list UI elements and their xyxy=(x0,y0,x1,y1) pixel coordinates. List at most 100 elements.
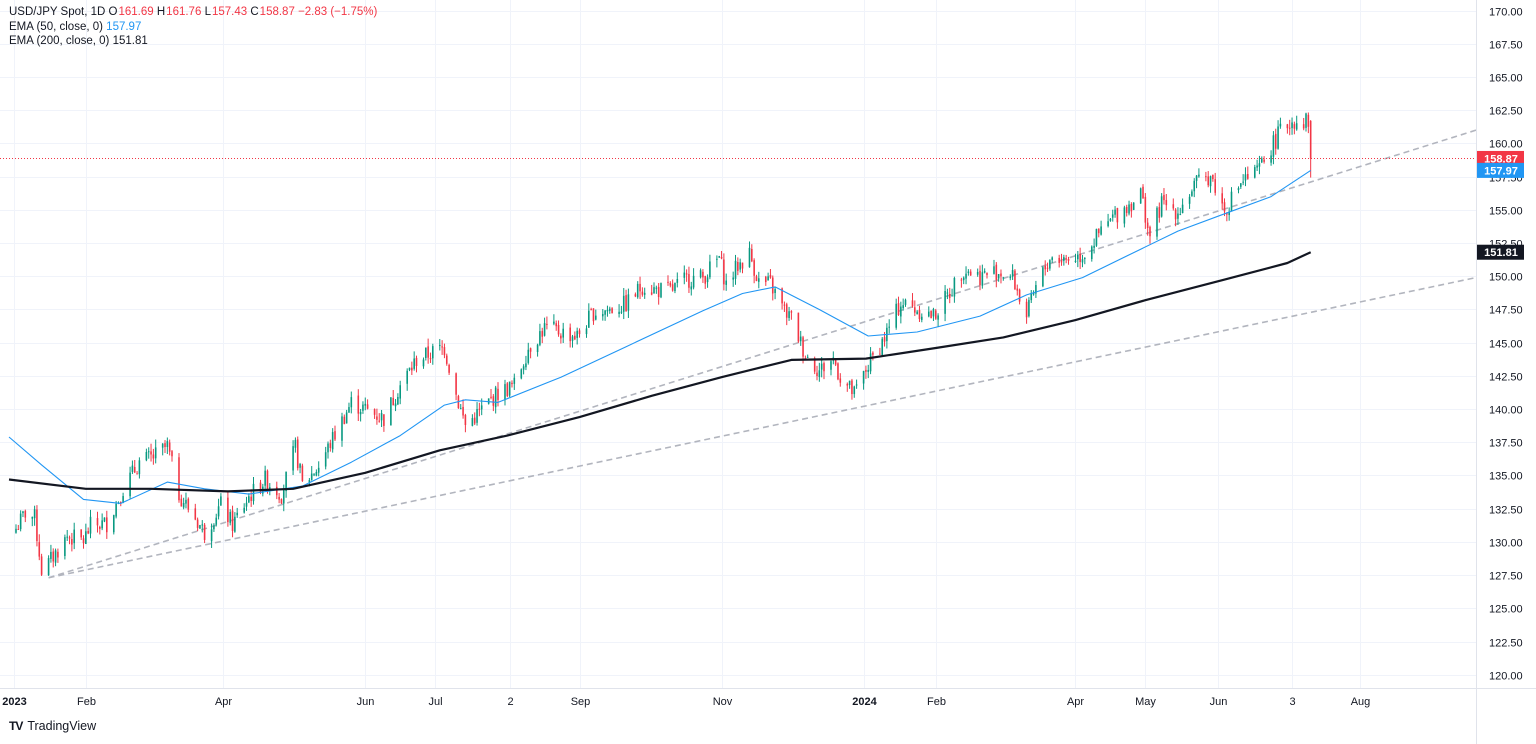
candle-body xyxy=(264,470,266,486)
candle-body xyxy=(294,439,297,448)
candle-body xyxy=(471,418,474,426)
candle-body xyxy=(1256,165,1258,168)
candle-body xyxy=(178,457,180,501)
price-label-text: 151.81 xyxy=(1484,247,1518,259)
candle-body xyxy=(278,496,280,500)
candle xyxy=(1205,171,1207,182)
candle-body xyxy=(136,473,138,475)
x-tick-label: Jul xyxy=(428,696,442,708)
candle xyxy=(916,310,918,315)
candle-body xyxy=(122,496,124,504)
candle-body xyxy=(36,509,38,542)
candle-body xyxy=(406,370,408,384)
candle xyxy=(432,343,434,365)
candle xyxy=(674,282,676,294)
candle-body xyxy=(918,309,921,320)
candle-body xyxy=(562,328,564,338)
candle-body xyxy=(1207,176,1210,186)
candle-body xyxy=(511,382,513,385)
candle-body xyxy=(1065,258,1067,260)
candle xyxy=(657,283,660,305)
candle xyxy=(683,265,686,285)
candle-body xyxy=(748,247,751,268)
candle-body xyxy=(916,311,918,315)
candle-body xyxy=(1030,293,1033,301)
candle-body xyxy=(718,256,721,258)
candle-body xyxy=(1279,123,1282,127)
candle-body xyxy=(1063,257,1065,261)
candle xyxy=(888,319,890,334)
tradingview-brand[interactable]: TV TradingView xyxy=(9,719,96,733)
symbol-label[interactable]: USD/JPY Spot, 1D xyxy=(9,6,106,18)
candle-body xyxy=(1049,260,1051,269)
candle-body xyxy=(867,369,870,372)
y-tick-label: 170.00 xyxy=(1489,7,1523,19)
candle-body xyxy=(944,291,946,314)
ema200-line xyxy=(8,251,1312,493)
candle xyxy=(1272,131,1275,165)
candle xyxy=(669,281,672,288)
candle-body xyxy=(215,517,218,525)
y-tick-label: 167.50 xyxy=(1489,40,1523,52)
candle xyxy=(89,509,92,539)
candle xyxy=(259,479,262,495)
candle xyxy=(867,364,870,379)
candle xyxy=(1160,193,1163,218)
y-tick-label: 120.00 xyxy=(1489,671,1523,683)
candle xyxy=(979,265,981,291)
legend-ohlc-row[interactable]: USD/JPY Spot, 1D O161.69 H161.76 L157.43… xyxy=(9,5,377,20)
change-value: −2.83 (−1.75%) xyxy=(298,6,378,18)
x-tick-label: May xyxy=(1135,696,1156,708)
candle xyxy=(1139,187,1142,204)
candle xyxy=(529,347,532,359)
candle-body xyxy=(1188,196,1191,204)
candle xyxy=(145,448,148,462)
candle-body xyxy=(112,515,115,533)
candle-body xyxy=(702,271,704,278)
legend-ema50-row[interactable]: EMA (50, close, 0) 157.97 xyxy=(9,20,377,35)
candle xyxy=(406,368,408,391)
candle-body xyxy=(187,498,190,510)
candle-body xyxy=(781,288,783,304)
candle xyxy=(937,313,939,328)
candle-body xyxy=(24,510,27,518)
candle xyxy=(438,338,441,351)
candle xyxy=(1051,256,1053,263)
candle xyxy=(71,532,73,552)
candle-body xyxy=(1095,228,1098,246)
candle xyxy=(82,535,85,549)
candle xyxy=(429,352,432,363)
candle-body xyxy=(1011,270,1014,277)
candle-body xyxy=(634,294,637,297)
candle xyxy=(1084,257,1086,265)
candle-body xyxy=(846,383,849,386)
candle xyxy=(718,255,721,258)
candle xyxy=(378,413,381,423)
candle-body xyxy=(1058,257,1060,263)
y-tick-label: 145.00 xyxy=(1489,339,1523,351)
candle xyxy=(690,281,693,296)
candle xyxy=(1111,209,1114,222)
candle-body xyxy=(161,443,164,448)
candle xyxy=(150,443,152,462)
candle-body xyxy=(248,496,250,503)
candle xyxy=(1244,167,1247,187)
candle-body xyxy=(506,383,509,397)
candle xyxy=(250,489,252,507)
candle-body xyxy=(1291,122,1293,129)
candle xyxy=(1174,208,1177,227)
candle xyxy=(1279,117,1282,129)
ema200-value: 151.81 xyxy=(112,35,148,47)
legend-ema200-row[interactable]: EMA (200, close, 0) 151.81 xyxy=(9,34,377,49)
candle-body xyxy=(341,416,343,441)
candle xyxy=(1049,259,1051,271)
candle-body xyxy=(683,272,686,278)
candle xyxy=(1293,121,1296,135)
price-label: 157.97 xyxy=(1477,162,1524,178)
candle xyxy=(706,274,709,288)
candle-body xyxy=(525,363,527,368)
candle-body xyxy=(106,517,108,533)
candle-body xyxy=(601,313,604,317)
